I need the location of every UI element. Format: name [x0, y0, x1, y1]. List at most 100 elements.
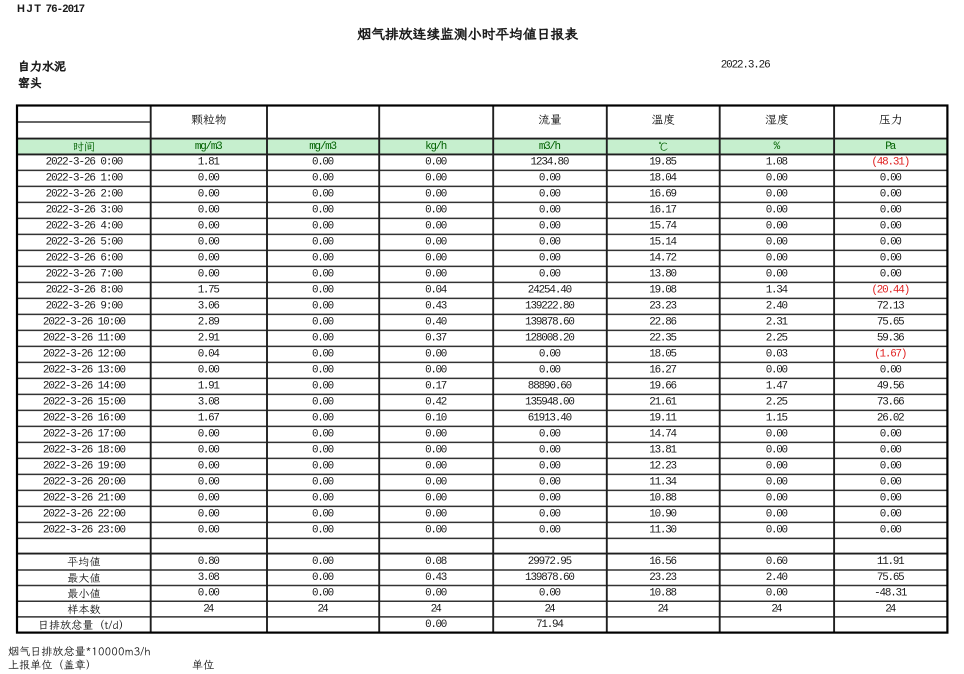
- svg-text:0.00: 0.00: [539, 461, 561, 473]
- svg-text:0.00: 0.00: [880, 269, 902, 281]
- svg-text:76-2017: 76-2017: [46, 4, 86, 16]
- svg-text:0.00: 0.00: [198, 205, 220, 217]
- svg-text:26.02: 26.02: [877, 413, 905, 425]
- svg-text:2022-3-26 17:00: 2022-3-26 17:00: [43, 429, 126, 441]
- svg-text:24: 24: [318, 603, 329, 615]
- svg-text:2022-3-26 5:00: 2022-3-26 5:00: [46, 237, 124, 249]
- svg-text:0.00: 0.00: [425, 588, 447, 600]
- svg-text:0.00: 0.00: [198, 173, 220, 185]
- svg-text:0.00: 0.00: [312, 333, 334, 345]
- svg-text:0.00: 0.00: [198, 269, 220, 281]
- svg-text:0.00: 0.00: [198, 493, 220, 505]
- svg-text:0.00: 0.00: [425, 173, 447, 185]
- svg-text:2022.3.26: 2022.3.26: [721, 60, 771, 72]
- svg-text:0.00: 0.00: [425, 189, 447, 201]
- svg-text:0.00: 0.00: [312, 253, 334, 265]
- svg-text:0.00: 0.00: [198, 509, 220, 521]
- svg-text:2022-3-26 21:00: 2022-3-26 21:00: [43, 493, 126, 505]
- svg-text:0.60: 0.60: [766, 556, 788, 568]
- svg-text:1234.80: 1234.80: [531, 157, 570, 169]
- svg-text:0.42: 0.42: [425, 397, 447, 409]
- svg-text:2022-3-26 4:00: 2022-3-26 4:00: [46, 221, 124, 233]
- svg-text:16.27: 16.27: [649, 365, 677, 377]
- svg-text:18.05: 18.05: [649, 349, 677, 361]
- svg-text:0.00: 0.00: [766, 269, 788, 281]
- svg-text:2022-3-26 3:00: 2022-3-26 3:00: [46, 205, 124, 217]
- svg-text:0.00: 0.00: [312, 429, 334, 441]
- svg-text:24: 24: [544, 603, 555, 615]
- svg-text:24: 24: [203, 603, 214, 615]
- svg-text:0.00: 0.00: [766, 173, 788, 185]
- svg-text:0.00: 0.00: [880, 509, 902, 521]
- svg-text:11.30: 11.30: [649, 525, 677, 537]
- svg-text:2022-3-26 0:00: 2022-3-26 0:00: [46, 157, 124, 169]
- svg-text:0.00: 0.00: [539, 365, 561, 377]
- svg-text:0.00: 0.00: [880, 445, 902, 457]
- svg-text:14.74: 14.74: [649, 429, 677, 441]
- svg-text:22.86: 22.86: [649, 317, 677, 329]
- svg-text:0.00: 0.00: [766, 461, 788, 473]
- svg-text:0.00: 0.00: [880, 493, 902, 505]
- svg-text:0.00: 0.00: [425, 525, 447, 537]
- svg-text:24: 24: [658, 603, 669, 615]
- svg-text:0.00: 0.00: [539, 205, 561, 217]
- svg-text:2022-3-26 7:00: 2022-3-26 7:00: [46, 269, 124, 281]
- svg-text:2022-3-26 16:00: 2022-3-26 16:00: [43, 413, 126, 425]
- svg-text:0.00: 0.00: [312, 189, 334, 201]
- svg-text:1.47: 1.47: [766, 381, 788, 393]
- svg-text:0.00: 0.00: [312, 477, 334, 489]
- svg-text:24: 24: [885, 603, 896, 615]
- svg-text:1.08: 1.08: [766, 157, 788, 169]
- svg-text:2022-3-26 6:00: 2022-3-26 6:00: [46, 253, 124, 265]
- svg-text:14.72: 14.72: [649, 253, 677, 265]
- svg-text:0.00: 0.00: [766, 477, 788, 489]
- svg-text:16.56: 16.56: [649, 556, 677, 568]
- svg-text:0.17: 0.17: [425, 381, 447, 393]
- svg-text:2022-3-26 18:00: 2022-3-26 18:00: [43, 445, 126, 457]
- svg-text:2022-3-26 2:00: 2022-3-26 2:00: [46, 189, 124, 201]
- svg-text:88890.60: 88890.60: [528, 381, 572, 393]
- svg-text:mg/m3: mg/m3: [309, 141, 337, 153]
- svg-text:%: %: [774, 141, 781, 153]
- svg-text:0.04: 0.04: [198, 349, 220, 361]
- svg-text:0.03: 0.03: [766, 349, 788, 361]
- svg-text:16.69: 16.69: [649, 189, 677, 201]
- svg-text:0.00: 0.00: [198, 365, 220, 377]
- svg-text:23.23: 23.23: [649, 301, 677, 313]
- svg-text:0.00: 0.00: [312, 461, 334, 473]
- svg-text:0.43: 0.43: [425, 301, 447, 313]
- svg-text:21.61: 21.61: [649, 397, 677, 409]
- svg-text:0.43: 0.43: [425, 572, 447, 584]
- svg-text:0.00: 0.00: [880, 477, 902, 489]
- svg-text:2.40: 2.40: [766, 572, 788, 584]
- svg-text:75.65: 75.65: [877, 317, 905, 329]
- svg-text:0.00: 0.00: [312, 365, 334, 377]
- svg-text:0.00: 0.00: [539, 173, 561, 185]
- svg-text:0.00: 0.00: [198, 189, 220, 201]
- svg-text:1.81: 1.81: [198, 157, 221, 169]
- svg-text:0.00: 0.00: [766, 205, 788, 217]
- svg-text:2022-3-26 15:00: 2022-3-26 15:00: [43, 397, 126, 409]
- svg-text:2022-3-26 8:00: 2022-3-26 8:00: [46, 285, 124, 297]
- svg-text:0.00: 0.00: [312, 493, 334, 505]
- svg-text:73.66: 73.66: [877, 397, 905, 409]
- svg-text:0.00: 0.00: [425, 269, 447, 281]
- svg-text:2022-3-26 22:00: 2022-3-26 22:00: [43, 509, 126, 521]
- svg-text:0.00: 0.00: [312, 301, 334, 313]
- svg-text:0.00: 0.00: [312, 572, 334, 584]
- svg-text:0.00: 0.00: [766, 221, 788, 233]
- svg-text:72.13: 72.13: [877, 301, 905, 313]
- svg-text:2022-3-26 19:00: 2022-3-26 19:00: [43, 461, 126, 473]
- svg-text:mg/m3: mg/m3: [195, 141, 223, 153]
- svg-text:13.81: 13.81: [649, 445, 677, 457]
- svg-text:0.00: 0.00: [425, 429, 447, 441]
- svg-text:0.00: 0.00: [539, 189, 561, 201]
- svg-text:0.00: 0.00: [198, 525, 220, 537]
- svg-text:0.00: 0.00: [880, 237, 902, 249]
- svg-text:0.00: 0.00: [425, 509, 447, 521]
- svg-text:0.00: 0.00: [425, 619, 447, 631]
- svg-text:0.00: 0.00: [312, 525, 334, 537]
- svg-text:29972.95: 29972.95: [528, 556, 572, 568]
- svg-text:1.15: 1.15: [766, 413, 788, 425]
- svg-text:0.00: 0.00: [425, 365, 447, 377]
